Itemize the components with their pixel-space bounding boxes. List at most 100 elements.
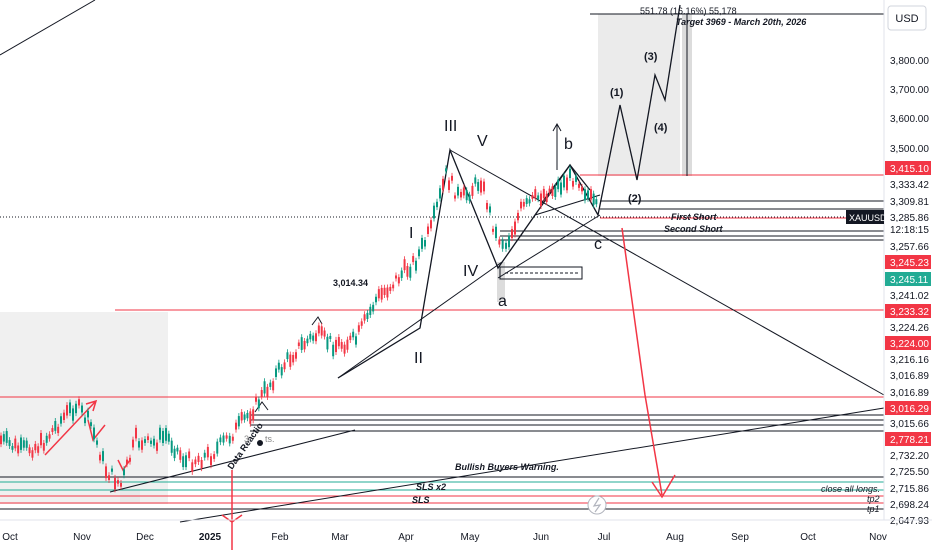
tp1-label: tp1 <box>867 504 880 514</box>
candle-body <box>511 229 513 239</box>
candle-body <box>522 201 525 207</box>
candle-body <box>528 199 531 204</box>
candle-body <box>415 260 417 271</box>
candle-body <box>520 201 522 209</box>
candle-body <box>563 175 565 188</box>
candle-body <box>517 212 519 221</box>
candle-body <box>566 177 568 191</box>
price-badge-bg <box>885 320 931 334</box>
candle-body <box>200 459 203 469</box>
price-badge-label: 2,725.50 <box>890 467 929 478</box>
wave-label-b: b <box>564 136 573 153</box>
candle-body <box>45 435 48 443</box>
candle-body <box>406 266 409 277</box>
candle-body <box>257 399 260 409</box>
candle-body <box>492 228 494 232</box>
candle-body <box>292 354 295 363</box>
candle-body <box>508 235 510 248</box>
candle-body <box>409 266 412 278</box>
candle-body <box>397 277 400 284</box>
candle-body <box>372 304 375 312</box>
candle-body <box>173 448 176 459</box>
sls-label: SLS <box>412 495 430 505</box>
y-tick-label: 3,700.00 <box>890 85 929 96</box>
wave-label-2: (2) <box>628 193 642 205</box>
price-badge-bg <box>885 239 931 253</box>
wave-label-iii: III <box>444 118 457 135</box>
candle-body <box>337 337 340 347</box>
price-badge-label: 3,233.32 <box>890 307 929 318</box>
candle-body <box>219 437 222 443</box>
candle-body <box>386 287 389 298</box>
candle-body <box>346 339 349 350</box>
x-tick-label: 2025 <box>199 532 222 543</box>
candle-body <box>25 440 28 448</box>
price-badge-label: 3,015.66 <box>890 419 929 430</box>
arrows <box>254 122 562 413</box>
candle-body <box>123 469 125 476</box>
candle-body <box>306 338 309 344</box>
candle-body <box>87 410 89 418</box>
candle-body <box>383 287 386 295</box>
second-short-label: Second Short <box>664 224 724 234</box>
candle-body <box>255 396 257 402</box>
candle-body <box>442 178 444 191</box>
candle-body <box>213 454 216 459</box>
wave-label-i: I <box>409 225 413 242</box>
candle-body <box>0 435 2 445</box>
candle-body <box>165 428 167 441</box>
candle-body <box>225 435 228 439</box>
x-tick-label: Oct <box>2 532 18 543</box>
candle-body <box>355 336 357 345</box>
candle-body <box>501 240 504 249</box>
candle-body <box>185 455 187 468</box>
y-tick-label: 3,800.00 <box>890 56 929 67</box>
price-badge-bg <box>885 161 931 175</box>
price-badge-label: 2,698.24 <box>890 500 929 511</box>
candle-body <box>114 477 116 490</box>
candle-body <box>545 193 548 203</box>
price-badge-label: 3,285.86 <box>890 213 929 224</box>
candle-body <box>144 439 146 443</box>
price-badge-bg <box>885 432 931 446</box>
wave-label-a: a <box>498 293 507 310</box>
candle-body <box>375 296 377 303</box>
price-badge-label: 3,216.16 <box>890 355 929 366</box>
price-badge-bg <box>885 222 931 236</box>
wave-label-c: c <box>594 236 602 253</box>
currency-box[interactable] <box>887 5 927 31</box>
candle-body <box>75 403 77 414</box>
price-badge-label: 2,715.86 <box>890 484 929 495</box>
red-arrows <box>44 227 676 550</box>
price-badge-label: 3,333.42 <box>890 180 929 191</box>
candle-body <box>363 314 366 321</box>
candle-body <box>489 206 491 213</box>
candle-body <box>557 179 560 190</box>
flash-icon[interactable] <box>587 495 607 515</box>
candle-body <box>135 427 137 439</box>
candle-body <box>126 459 128 465</box>
candle-body <box>352 331 355 338</box>
candle-body <box>93 427 95 440</box>
candle-body <box>22 440 25 448</box>
x-tick-label: Oct <box>800 532 816 543</box>
candle-body <box>377 289 380 299</box>
candle-body <box>8 440 11 446</box>
price-badge-label: 3,415.10 <box>890 164 929 175</box>
measure-label: 551.78 (16.16%) 55,178 <box>640 6 737 16</box>
candle-body <box>477 182 480 191</box>
candle-body <box>495 226 497 239</box>
candle-body <box>572 180 574 187</box>
price-badge-label: 3,224.26 <box>890 323 929 334</box>
candle-body <box>560 182 562 195</box>
price-badge-bg <box>885 288 931 302</box>
price-badge-bg <box>885 497 931 511</box>
x-tick-label: Jul <box>598 532 611 543</box>
candle-body <box>320 326 323 336</box>
candle-body <box>468 194 471 201</box>
candle-body <box>275 368 277 377</box>
candle-body <box>2 434 5 442</box>
wave-path <box>337 4 681 379</box>
